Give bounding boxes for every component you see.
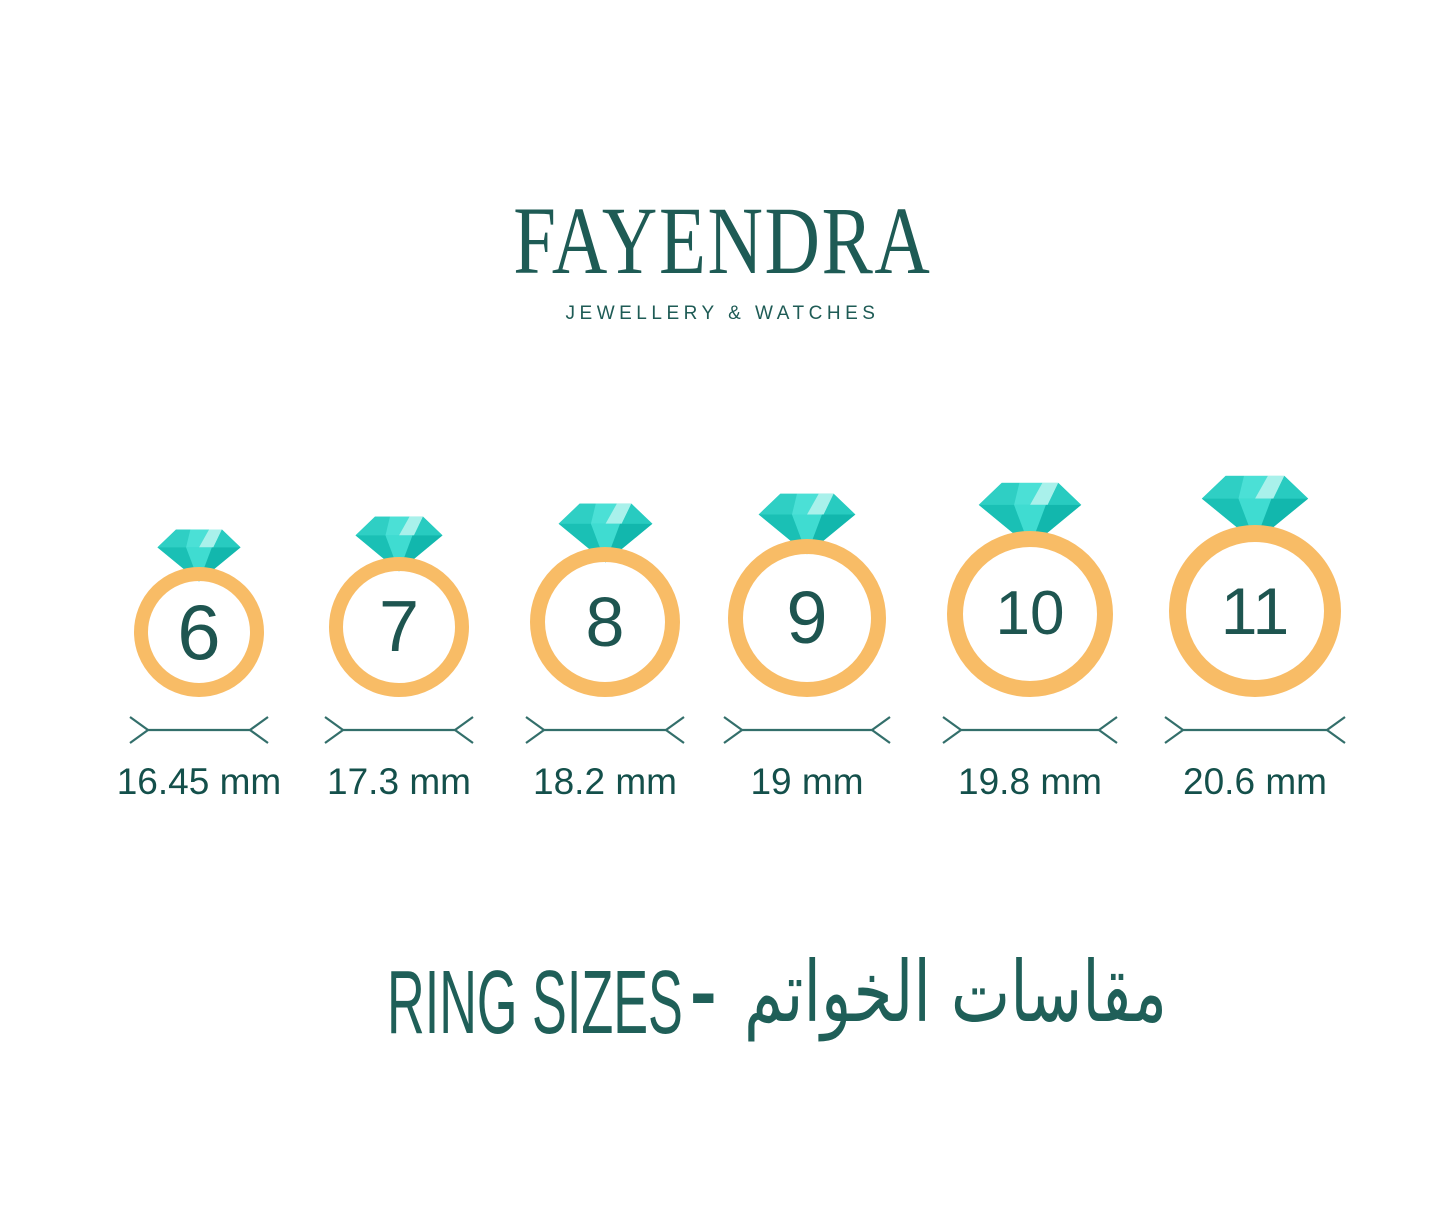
caption-english: RING SIZES (387, 953, 683, 1053)
ring-band (947, 531, 1113, 697)
diameter-label: 19.8 mm (958, 761, 1102, 802)
diamond-icon (978, 482, 1082, 548)
diameter-label: 18.2 mm (533, 761, 677, 802)
diameter-label: 16.45 mm (116, 761, 282, 802)
ring-size-number: 11 (1220, 574, 1290, 648)
diameter-label: 20.6 mm (1183, 761, 1327, 802)
ring-band (530, 547, 680, 697)
diameter-arrow-icon (324, 716, 474, 744)
brand-name: FAYENDRA (513, 187, 932, 294)
diameter-arrow-icon (129, 716, 269, 744)
brand-logo: FAYENDRA JEWELLERY & WATCHES (0, 193, 1445, 326)
diameter-arrow-icon (723, 716, 891, 744)
brand-tagline: JEWELLERY & WATCHES (565, 303, 880, 324)
ring-size-number: 10 (995, 579, 1065, 648)
diamond-icon (558, 503, 652, 563)
caption-separator: - (690, 947, 717, 1036)
diameter-arrow-icon (1164, 716, 1346, 744)
ring-size-number: 9 (786, 576, 828, 659)
ring-band (728, 539, 886, 697)
diameter-arrow-icon (942, 716, 1118, 744)
diameter-label: 17.3 mm (327, 761, 471, 802)
ring-size-number: 6 (177, 588, 221, 676)
ring-band (329, 557, 469, 697)
ring-band (1169, 525, 1341, 697)
ring-band (134, 567, 264, 697)
caption-arabic: مقاسات الخواتم (744, 943, 1168, 1041)
ring-size-number: 8 (585, 583, 625, 661)
diamond-icon (1201, 475, 1309, 543)
diameter-arrow-icon (525, 716, 685, 744)
diameter-label: 19 mm (750, 761, 864, 802)
ring-size-number: 7 (378, 587, 420, 667)
